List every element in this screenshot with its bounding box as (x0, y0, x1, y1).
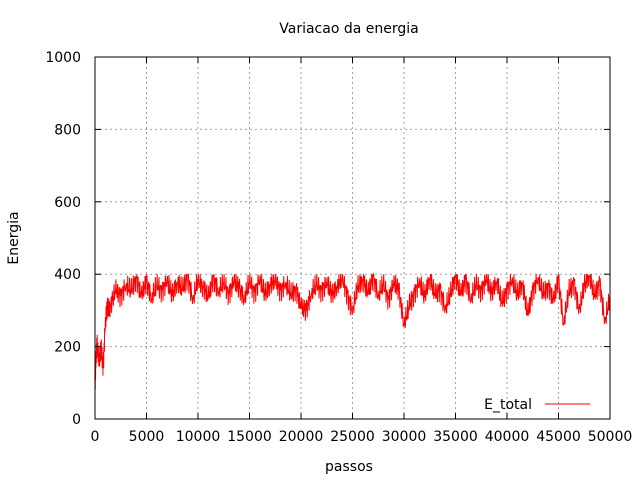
y-tick-label: 600 (54, 195, 81, 211)
series-line-e-total (94, 272, 611, 390)
legend: E_total (484, 397, 590, 413)
y-tick-label: 200 (54, 340, 81, 356)
series-layer (94, 272, 611, 390)
y-axis-label: Energia (6, 211, 22, 264)
x-axis-label: passos (325, 459, 373, 475)
x-tick-label: 40000 (485, 429, 530, 445)
x-tick-label: 30000 (382, 429, 427, 445)
y-tick-label: 0 (72, 412, 81, 428)
x-tick-label: 35000 (433, 429, 478, 445)
x-tick-label: 25000 (330, 429, 375, 445)
grid (95, 57, 610, 419)
x-tick-label: 50000 (588, 429, 633, 445)
chart-title: Variacao da energia (279, 21, 418, 37)
y-tick-label: 800 (54, 122, 81, 138)
legend-label: E_total (484, 397, 532, 413)
x-tick-label: 10000 (176, 429, 221, 445)
y-tick-label: 400 (54, 267, 81, 283)
x-tick-label: 0 (91, 429, 100, 445)
x-tick-label: 15000 (227, 429, 272, 445)
x-tick-label: 20000 (279, 429, 324, 445)
y-tick-label: 1000 (45, 50, 81, 66)
x-tick-label: 5000 (129, 429, 165, 445)
axis-ticks: 0 5000 10000 15000 20000 25000 30000 35000 40000… (45, 50, 632, 445)
x-tick-label: 45000 (536, 429, 581, 445)
